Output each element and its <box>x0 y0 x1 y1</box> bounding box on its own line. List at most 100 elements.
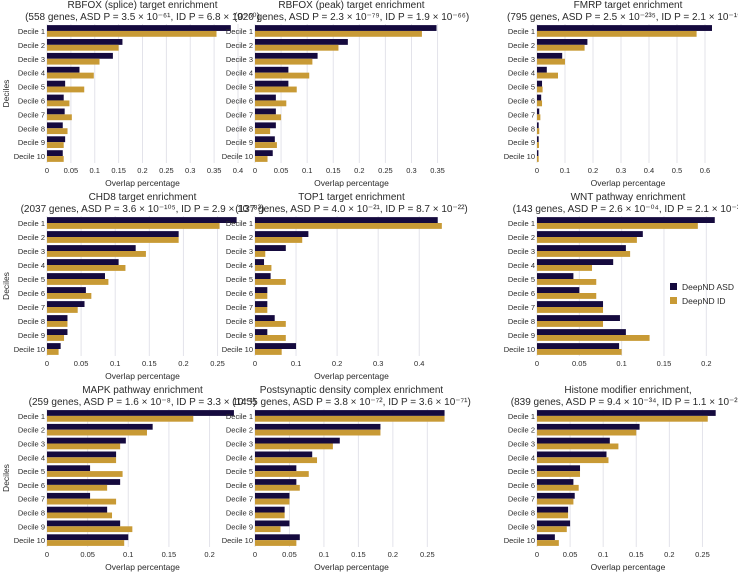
category-label: Decile 7 <box>226 495 253 504</box>
x-tick-label: 0 <box>253 359 257 368</box>
x-tick-label: 0.2 <box>354 166 364 175</box>
category-label: Decile 5 <box>18 275 45 284</box>
category-label: Decile 6 <box>226 96 253 105</box>
bar-id-decile-7 <box>537 498 574 505</box>
x-tick-label: 0.15 <box>142 359 157 368</box>
bar-asd-decile-8 <box>537 315 620 321</box>
bar-id-decile-9 <box>255 142 277 148</box>
bar-id-decile-9 <box>537 526 567 533</box>
bar-asd-decile-10 <box>255 343 297 349</box>
bar-asd-decile-7 <box>47 492 91 499</box>
category-label: Decile 6 <box>226 481 253 490</box>
category-label: Decile 6 <box>18 481 45 490</box>
bar-id-decile-3 <box>47 443 121 450</box>
x-tick-label: 0 <box>45 359 49 368</box>
bar-id-decile-8 <box>537 512 569 519</box>
category-label: Decile 3 <box>508 55 535 64</box>
category-label: Decile 3 <box>508 440 535 449</box>
bar-asd-decile-10 <box>47 343 61 349</box>
category-label: Decile 2 <box>18 233 45 242</box>
bar-id-decile-4 <box>47 265 126 271</box>
bar-id-decile-6 <box>537 293 597 299</box>
bar-asd-decile-7 <box>47 108 65 115</box>
panel-mapk-pathway-enrichment: Decile 1 Decile 2 Decile 3 Decile 4 Decile 5… <box>1 385 256 572</box>
category-label: Decile 9 <box>18 522 45 531</box>
x-tick-label: 0.05 <box>274 166 289 175</box>
bar-asd-decile-3 <box>255 52 318 59</box>
panel-top1-target-enrichment: Decile 1 Decile 2 Decile 3 Decile 4 Decile 5… <box>222 192 468 381</box>
panel-title: RBFOX (splice) target enrichment <box>67 0 217 11</box>
x-tick-label: 0.15 <box>629 550 644 559</box>
bar-id-decile-6 <box>537 484 579 491</box>
bar-asd-decile-3 <box>47 245 136 251</box>
category-label: Decile 3 <box>18 440 45 449</box>
panel-title: FMRP target enrichment <box>574 0 683 11</box>
bar-asd-decile-4 <box>537 451 607 458</box>
category-label: Decile 6 <box>18 96 45 105</box>
bar-asd-decile-5 <box>537 465 581 472</box>
category-label: Decile 3 <box>226 247 253 256</box>
category-label: Decile 5 <box>18 83 45 92</box>
category-label: Decile 10 <box>504 345 535 354</box>
x-tick-label: 0 <box>535 166 539 175</box>
category-label: Decile 1 <box>508 412 535 421</box>
category-label: Decile 8 <box>508 317 535 326</box>
bar-id-decile-5 <box>47 279 109 285</box>
category-label: Decile 4 <box>508 69 535 78</box>
bar-asd-decile-7 <box>255 301 268 307</box>
bar-id-decile-10 <box>47 540 125 546</box>
bar-asd-decile-4 <box>255 451 313 458</box>
category-label: Decile 2 <box>226 41 253 50</box>
bar-asd-decile-6 <box>255 287 268 293</box>
bar-asd-decile-8 <box>255 315 275 321</box>
bar-asd-decile-8 <box>255 506 285 513</box>
x-tick-label: 0.2 <box>178 359 188 368</box>
bar-asd-decile-4 <box>255 259 265 265</box>
x-tick-label: 0.05 <box>64 166 79 175</box>
bar-asd-decile-4 <box>537 259 614 265</box>
bar-id-decile-8 <box>537 321 604 327</box>
bar-asd-decile-7 <box>537 492 575 499</box>
category-label: Decile 5 <box>18 467 45 476</box>
x-tick-label: 0.35 <box>207 166 222 175</box>
bar-id-decile-3 <box>537 251 631 257</box>
category-label: Decile 1 <box>508 27 535 36</box>
bar-id-decile-6 <box>47 293 92 299</box>
category-label: Decile 9 <box>508 331 535 340</box>
panel-title: TOP1 target enrichment <box>298 192 405 203</box>
bar-id-decile-1 <box>47 223 220 229</box>
category-label: Decile 5 <box>226 467 253 476</box>
bar-id-decile-1 <box>255 30 422 37</box>
x-tick-label: 0.05 <box>563 550 578 559</box>
bar-id-decile-7 <box>47 307 78 313</box>
bar-asd-decile-9 <box>537 136 539 143</box>
bar-asd-decile-3 <box>255 245 286 251</box>
category-label: Decile 10 <box>14 152 45 161</box>
bar-asd-decile-6 <box>255 94 276 101</box>
bar-id-decile-6 <box>47 484 108 491</box>
category-label: Decile 6 <box>226 289 253 298</box>
category-label: Decile 8 <box>18 124 45 133</box>
category-label: Decile 4 <box>508 261 535 270</box>
x-tick-label: 0.15 <box>162 550 177 559</box>
panel-subtitle: (2037 genes, ASD P = 3.6 × 10⁻¹⁰⁵, ID P … <box>21 204 265 215</box>
x-tick-label: 0.15 <box>111 166 126 175</box>
bar-asd-decile-10 <box>537 150 539 157</box>
x-tick-label: 0.05 <box>74 359 89 368</box>
category-label: Decile 10 <box>14 536 45 545</box>
bar-id-decile-9 <box>537 142 539 148</box>
category-label: Decile 4 <box>226 453 253 462</box>
panel-title: Histone modifier enrichment, <box>564 385 691 396</box>
x-tick-label: 0.6 <box>700 166 710 175</box>
bar-id-decile-5 <box>537 86 543 93</box>
bar-id-decile-5 <box>537 279 597 285</box>
panel-title: CHD8 target enrichment <box>89 192 197 203</box>
bar-id-decile-2 <box>255 44 339 51</box>
category-label: Decile 7 <box>508 303 535 312</box>
bar-id-decile-6 <box>47 100 70 107</box>
bar-id-decile-3 <box>255 58 313 65</box>
x-tick-label: 0.3 <box>406 166 416 175</box>
category-label: Decile 10 <box>504 536 535 545</box>
x-tick-label: 0.4 <box>414 359 424 368</box>
bar-id-decile-3 <box>47 251 146 257</box>
